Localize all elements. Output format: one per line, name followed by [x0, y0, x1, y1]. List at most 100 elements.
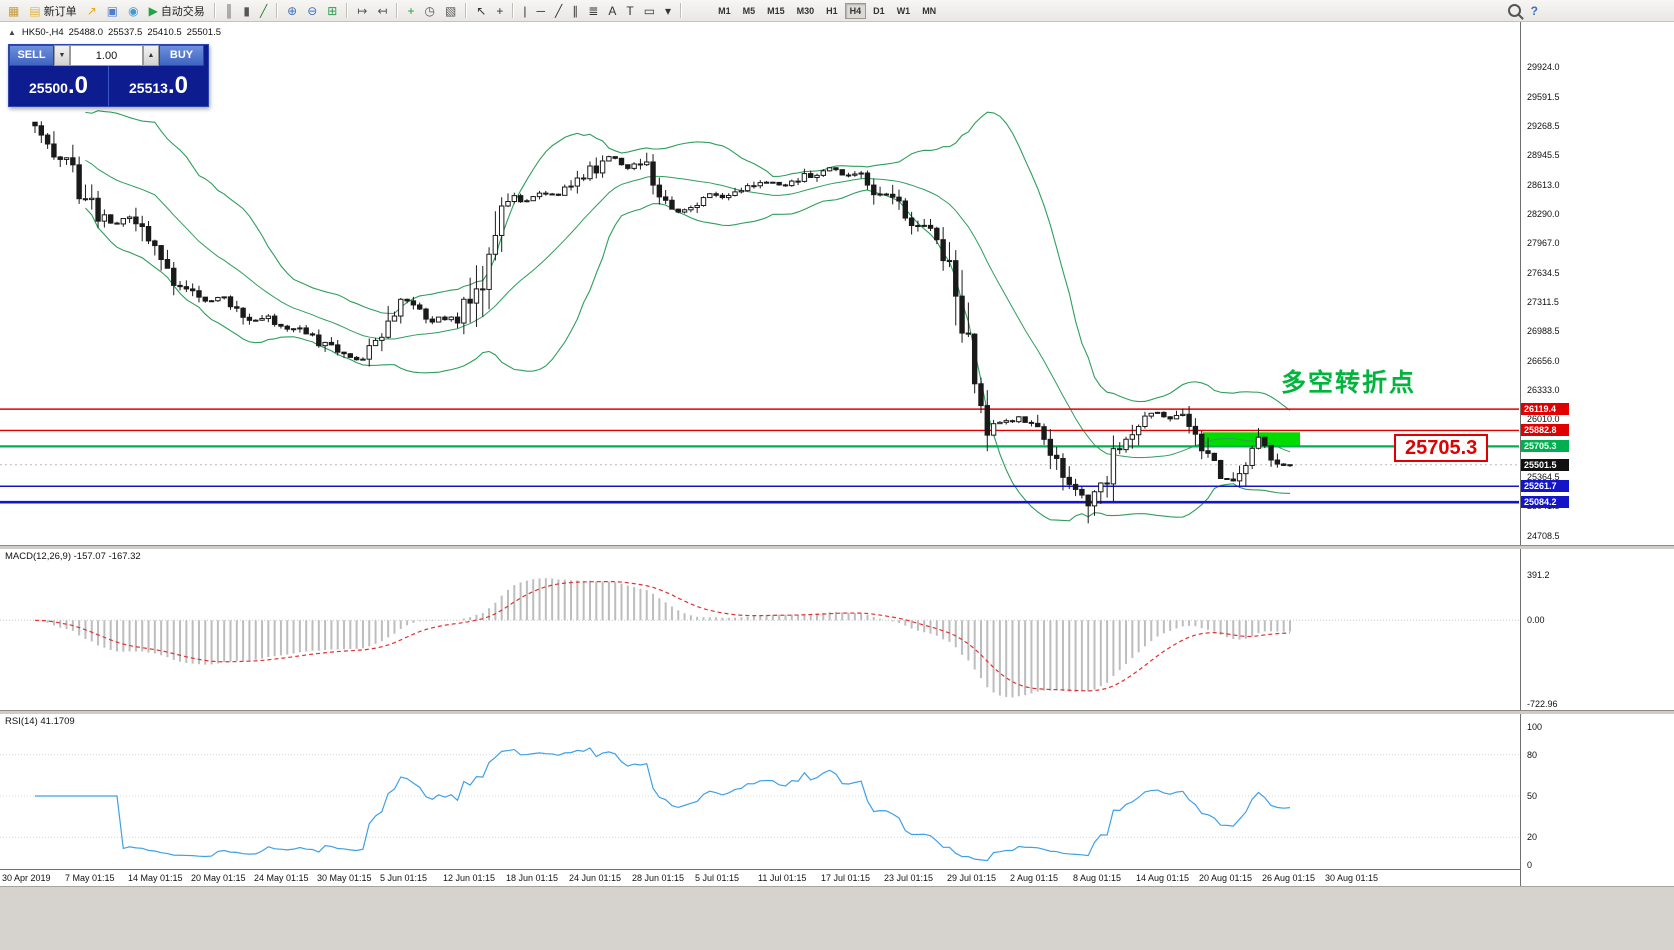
symbol-period: HK50-,H4 [21, 27, 64, 38]
time-axis-label: 30 Apr 2019 [2, 873, 51, 883]
rsi-splitter[interactable] [0, 710, 1674, 714]
indicators-add-icon[interactable]: + [403, 1, 418, 21]
price-axis-label: 26656.0 [1527, 355, 1560, 366]
price-axis-label: 24708.5 [1527, 531, 1560, 541]
zoom-out-icon[interactable]: ⊖ [303, 1, 321, 21]
price-axis-label: 28290.0 [1527, 208, 1560, 219]
price-axis-label: 27967.0 [1527, 237, 1560, 248]
trade-panel-top-row: SELL ▼ ▲ BUY [9, 45, 208, 66]
chart-shift-icon[interactable]: ↤ [373, 1, 391, 21]
bollinger-middle [85, 159, 1291, 459]
buy-price-main: 25513 [129, 80, 168, 96]
horizontal-line-icon[interactable]: ─ [533, 1, 550, 21]
toolbar-separator [276, 3, 279, 18]
quick-trade-icon[interactable]: ↗ [83, 1, 101, 21]
autotrading-button[interactable]: ▶ 自动交易 [145, 1, 209, 21]
trendline-icon[interactable]: ╱ [551, 1, 566, 21]
dropdown-arrow-icon[interactable]: ▾ [661, 1, 675, 21]
toolbar: ▦ ▤ 新订单 ↗ ▣ ◉ ▶ 自动交易 ║ ▮ ╱ ⊕ ⊖ ⊞ ↦ ↤ + ◷ ▧ ↖ + | ─ ╱ ∥ ≣ A T ▭ ▾ M1 M5… [0, 0, 1674, 22]
refresh-icon-glyph: ◉ [128, 3, 139, 18]
time-axis-label: 8 Aug 01:15 [1073, 873, 1122, 883]
price-axis-label: 26988.5 [1527, 325, 1560, 336]
bollinger-lower [85, 189, 1291, 522]
rsi-panel[interactable] [0, 713, 1520, 870]
text-icon[interactable]: A [604, 1, 620, 21]
macd-splitter[interactable] [0, 545, 1674, 549]
price-level-badge: 25501.5 [1521, 458, 1569, 471]
toolbar-separator [346, 3, 349, 18]
timeframe-h1-button[interactable]: H1 [826, 5, 838, 16]
timeframe-w1-button[interactable]: W1 [896, 5, 911, 16]
chart-window-icon[interactable]: ▣ [103, 1, 122, 21]
main-chart[interactable] [0, 22, 1520, 545]
time-axis-label: 29 Jul 01:15 [947, 873, 997, 883]
sell-button[interactable]: SELL [9, 45, 54, 66]
vertical-line-icon[interactable]: | [519, 1, 530, 21]
volume-increase-button[interactable]: ▲ [143, 45, 159, 66]
bar-chart-type-icon[interactable]: ║ [221, 1, 238, 21]
terminal-icon[interactable]: ▦ [4, 1, 23, 21]
time-axis[interactable]: 30 Apr 2019 7 May 01:15 14 May 01:15 20 May… [0, 869, 1520, 886]
price-axis-label: 25364.5 [1527, 472, 1560, 482]
shapes-icon[interactable]: ▭ [640, 1, 659, 21]
timeframe-group: M1 M5 M15 M30 H1 H4 D1 W1 MN [712, 2, 942, 19]
search-button[interactable] [1504, 1, 1525, 21]
toolbar-separator [512, 3, 515, 18]
time-axis-label: 5 Jun 01:15 [380, 873, 428, 883]
panel-collapse-icon[interactable]: ▲ [8, 28, 16, 37]
timeframe-m15-button[interactable]: M15 [767, 5, 785, 16]
new-order-button-label: 新订单 [43, 5, 77, 18]
templates-icon-glyph: ▧ [444, 3, 457, 18]
scroll-to-end-icon[interactable]: ↦ [353, 1, 371, 21]
crosshair-icon[interactable]: + [492, 1, 507, 21]
buy-button[interactable]: BUY [159, 45, 204, 66]
line-chart-type-icon[interactable]: ╱ [256, 1, 271, 21]
sell-price[interactable]: 25500 .0 [9, 66, 108, 106]
periods-icon[interactable]: ◷ [421, 1, 439, 21]
text-label-icon[interactable]: T [622, 1, 637, 21]
vertical-line-icon-glyph: | [523, 3, 527, 18]
timeframe-m1-button[interactable]: M1 [718, 5, 731, 16]
timeframe-mn-button[interactable]: MN [922, 5, 937, 16]
equidistant-channel-icon[interactable]: ∥ [568, 1, 582, 21]
trade-panel-divider [108, 66, 109, 106]
buy-price[interactable]: 25513 .0 [109, 66, 208, 106]
time-axis-label: 24 Jun 01:15 [569, 873, 622, 883]
toolbar-separator [213, 3, 216, 18]
new-order-button-glyph: ▤ [29, 3, 41, 18]
turning-point-annotation[interactable]: 多空转折点 [1281, 369, 1417, 397]
volume-input[interactable] [70, 45, 143, 66]
toolbar-separator [465, 3, 468, 18]
cursor-icon-glyph: ↖ [476, 3, 487, 18]
macd-axis-label: 0.00 [1527, 615, 1545, 626]
fibonacci-icon[interactable]: ≣ [584, 1, 602, 21]
price-axis-label: 29268.5 [1527, 120, 1560, 131]
volume-decrease-button[interactable]: ▼ [54, 45, 70, 66]
refresh-icon[interactable]: ◉ [124, 1, 142, 21]
sell-price-frac: .0 [67, 72, 88, 99]
time-axis-label: 30 Aug 01:15 [1325, 873, 1379, 883]
price-level-badge: 25882.8 [1521, 424, 1569, 437]
new-order-button[interactable]: ▤ 新订单 [25, 1, 80, 21]
timeframe-m5-button[interactable]: M5 [742, 5, 756, 16]
cursor-icon[interactable]: ↖ [472, 1, 490, 21]
macd-panel[interactable] [0, 548, 1520, 710]
rsi-axis-label: 20 [1527, 832, 1538, 843]
timeframe-d1-button[interactable]: D1 [873, 5, 885, 16]
timeframe-h4-button[interactable]: H4 [844, 2, 867, 19]
time-axis-label: 30 May 01:15 [317, 873, 372, 883]
tile-windows-icon[interactable]: ⊞ [323, 1, 341, 21]
price-axis[interactable]: 29924.0 29591.5 29268.5 28945.5 28613.0 28290… [1520, 0, 1674, 886]
trade-panel-prices: 25500 .0 25513 .0 [9, 66, 208, 106]
zoom-in-icon[interactable]: ⊕ [283, 1, 301, 21]
templates-icon[interactable]: ▧ [441, 1, 460, 21]
time-axis-label: 5 Jul 01:15 [695, 873, 740, 883]
chart-quote-line: ▲ HK50-,H4 25488.0 25537.5 25410.5 25501… [8, 27, 221, 38]
help-button[interactable]: ? [1527, 1, 1542, 21]
candlestick-type-icon[interactable]: ▮ [239, 1, 254, 21]
equidistant-channel-icon-glyph: ∥ [572, 3, 579, 18]
price-callout[interactable]: 25705.3 [1394, 434, 1489, 462]
timeframe-m30-button[interactable]: M30 [796, 5, 815, 16]
time-axis-label: 17 Jul 01:15 [821, 873, 871, 883]
